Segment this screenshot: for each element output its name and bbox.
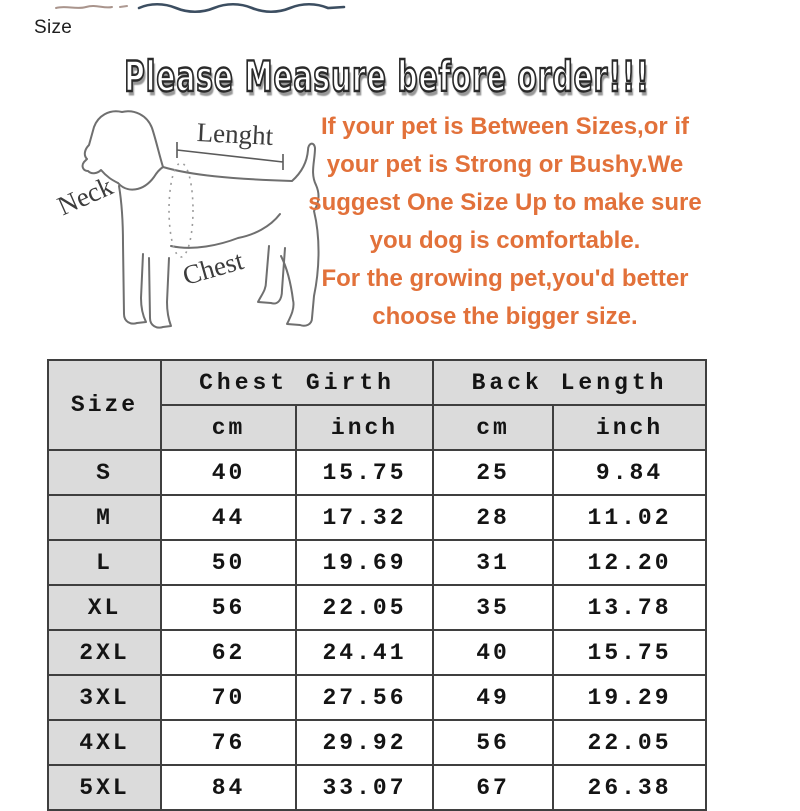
table-row: M 44 17.32 28 11.02	[47, 494, 708, 541]
chest-cm-cell: 56	[160, 584, 297, 631]
chest-inch-cell: 24.41	[294, 629, 435, 676]
chest-inch-cell: 29.92	[294, 719, 435, 766]
size-cell: 3XL	[47, 674, 162, 721]
length-label: Lenght	[196, 117, 274, 151]
back-inch-cell: 12.20	[552, 539, 708, 586]
chest-cm-cell: 76	[160, 719, 297, 766]
table-row: 3XL 70 27.56 49 19.29	[47, 674, 708, 721]
back-inch-cell: 15.75	[552, 629, 708, 676]
chest-inch-cell: 27.56	[294, 674, 435, 721]
back-inch-cell: 13.78	[552, 584, 708, 631]
size-cell: L	[47, 539, 162, 586]
back-inch-cell: 11.02	[552, 494, 708, 541]
table-row: XL 56 22.05 35 13.78	[47, 584, 708, 631]
chest-cm-cell: 40	[160, 449, 297, 496]
sizing-advice-text: If your pet is Between Sizes,or if your …	[300, 108, 710, 336]
dog-measurement-diagram: Lenght Neck Chest	[30, 100, 330, 340]
chest-cm-cell: 44	[160, 494, 297, 541]
back-inch-cell: 22.05	[552, 719, 708, 766]
advice-line: If your pet is Between Sizes,or if	[320, 113, 690, 140]
size-chart-table: Size Chest Girth Back Length cm inch cm …	[47, 359, 708, 811]
back-cm-cell: 67	[432, 764, 555, 811]
chest-cm-cell: 70	[160, 674, 297, 721]
page-title: Please Measure before order!!!	[123, 51, 650, 103]
size-cell: 2XL	[47, 629, 162, 676]
back-cm-header: cm	[432, 404, 555, 451]
size-cell: M	[47, 494, 162, 541]
dog-outline-drawing	[81, 110, 320, 329]
size-cell: S	[47, 449, 162, 496]
back-inch-cell: 19.29	[552, 674, 708, 721]
chest-inch-cell: 33.07	[294, 764, 435, 811]
chest-cm-cell: 84	[160, 764, 297, 811]
chest-girth-header: Chest Girth	[159, 359, 435, 406]
chest-girth-dashed-ellipse	[168, 162, 194, 258]
back-length-header: Back Length	[432, 359, 708, 406]
chest-cm-header: cm	[160, 404, 297, 451]
chest-inch-cell: 17.32	[294, 494, 435, 541]
size-cell: XL	[47, 584, 162, 631]
table-row: L 50 19.69 31 12.20	[47, 539, 708, 586]
back-cm-cell: 28	[432, 494, 555, 541]
back-inch-cell: 9.84	[552, 449, 708, 496]
table-row: 5XL 84 33.07 67 26.38	[47, 764, 708, 811]
squiggle-line-decoration	[55, 5, 128, 9]
table-row: 4XL 76 29.92 56 22.05	[47, 719, 708, 766]
back-cm-cell: 49	[432, 674, 555, 721]
chest-cm-cell: 62	[160, 629, 297, 676]
length-measurement-line	[176, 142, 284, 170]
size-cell: 5XL	[47, 764, 162, 811]
back-cm-cell: 25	[432, 449, 555, 496]
table-row: S 40 15.75 25 9.84	[47, 449, 708, 496]
advice-line: your pet is Strong or Bushy.We	[326, 151, 684, 178]
chest-inch-cell: 15.75	[294, 449, 435, 496]
back-cm-cell: 56	[432, 719, 555, 766]
back-cm-cell: 35	[432, 584, 555, 631]
chest-inch-cell: 19.69	[294, 539, 435, 586]
back-inch-cell: 26.38	[552, 764, 708, 811]
size-column-header: Size	[47, 359, 162, 451]
chest-inch-cell: 22.05	[294, 584, 435, 631]
back-cm-cell: 40	[432, 629, 555, 676]
table-subheader-row: cm inch cm inch	[48, 404, 708, 451]
back-cm-cell: 31	[432, 539, 555, 586]
table-header-row: Size Chest Girth Back Length	[47, 359, 708, 451]
advice-line: you dog is comfortable.	[369, 227, 641, 254]
wave-line-decoration	[137, 2, 346, 14]
section-label-size: Size	[34, 17, 73, 38]
advice-line: suggest One Size Up to make sure	[308, 189, 702, 216]
size-cell: 4XL	[47, 719, 162, 766]
chest-cm-cell: 50	[160, 539, 297, 586]
back-inch-header: inch	[552, 404, 708, 451]
advice-line: For the growing pet,you'd better	[321, 265, 689, 292]
advice-line: choose the bigger size.	[372, 303, 638, 330]
table-row: 2XL 62 24.41 40 15.75	[47, 629, 708, 676]
chest-inch-header: inch	[294, 404, 435, 451]
